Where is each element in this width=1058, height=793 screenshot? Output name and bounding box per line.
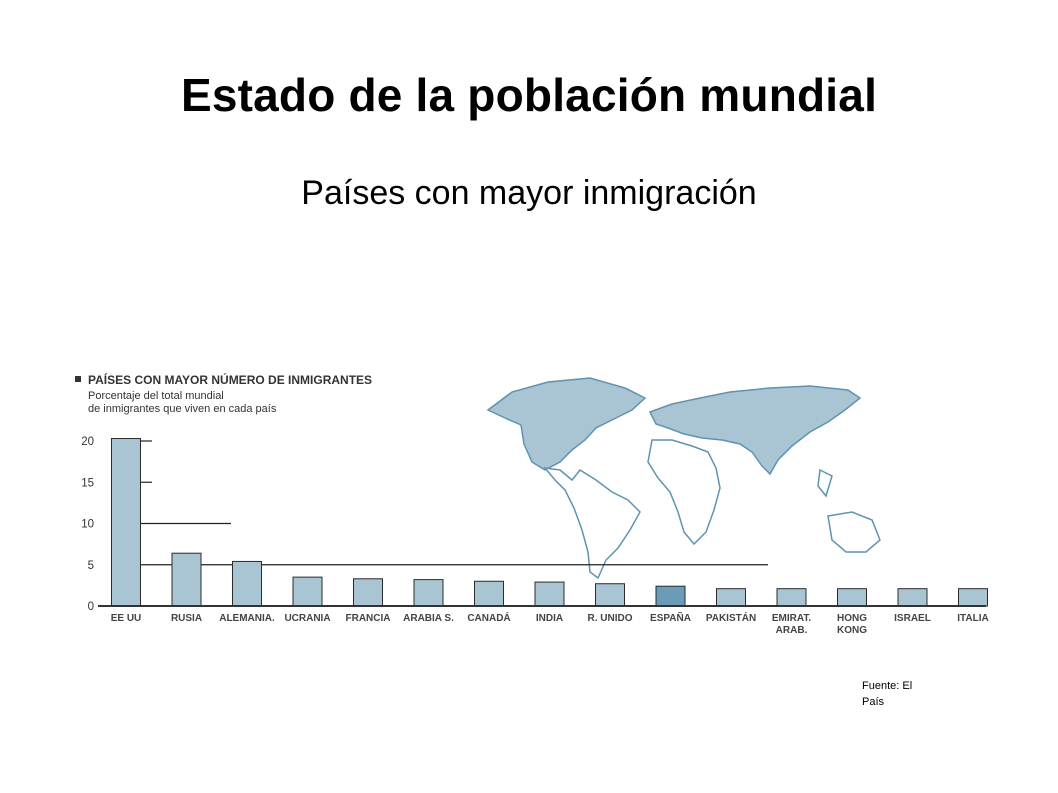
bar: [837, 588, 867, 607]
x-tick-label: UCRANIA: [284, 613, 330, 624]
world-map: [486, 377, 881, 580]
y-tick-label: 5: [88, 560, 94, 572]
x-tick-label: ALEMANIA.: [219, 613, 275, 624]
bar: [111, 438, 141, 607]
x-tick-label: FRANCIA: [346, 613, 391, 624]
x-tick-label: RUSIA: [171, 613, 202, 624]
x-tick-label: R. UNIDO: [588, 613, 633, 624]
x-tick-label: KONG: [837, 625, 867, 636]
source-note: Fuente: El País: [862, 680, 913, 708]
bar: [413, 579, 444, 607]
y-tick-label: 15: [81, 477, 94, 489]
x-tick-label: HONG: [837, 613, 867, 624]
bar: [897, 588, 928, 607]
y-tick-label: 10: [81, 519, 94, 531]
x-tick-label: ISRAEL: [894, 613, 931, 624]
bar: [232, 560, 262, 607]
bar: [595, 583, 625, 607]
x-tick-label: CANADÁ: [467, 611, 510, 624]
bar: [655, 585, 686, 607]
bar: [716, 588, 746, 607]
x-tick-label: EE UU: [111, 613, 142, 624]
y-tick-label: 0: [88, 601, 94, 613]
x-axis-labels: EE UU RUSIA ALEMANIA. UCRANIA FRANCIA ARABIA …: [111, 611, 989, 636]
bar: [534, 581, 565, 607]
chart-title: PAÍSES CON MAYOR NÚMERO DE INMIGRANTES: [88, 372, 372, 387]
bar: [353, 578, 383, 607]
x-tick-label: INDIA: [536, 613, 563, 624]
bar: [776, 588, 807, 607]
slide-subtitle: Países con mayor inmigración: [301, 174, 757, 212]
bar: [171, 552, 202, 607]
bar: [958, 588, 988, 607]
x-tick-label: ITALIA: [957, 613, 988, 624]
bar: [474, 580, 504, 607]
slide-title: Estado de la población mundial: [180, 69, 878, 121]
y-tick-label: 20: [81, 436, 94, 448]
x-tick-label: PAKISTÁN: [706, 611, 756, 624]
x-tick-label: EMIRAT.: [772, 613, 811, 624]
x-tick-label: ARAB.: [776, 625, 808, 636]
x-tick-label: ARABIA S.: [403, 613, 454, 624]
bar: [292, 576, 323, 607]
chart-subtitle-line-1: Porcentaje del total mundial: [88, 390, 224, 402]
x-tick-label: ESPAÑA: [650, 611, 691, 624]
chart-subtitle-line-2: de inmigrantes que viven en cada país: [88, 403, 277, 415]
chart-title-marker: [75, 376, 81, 382]
bars: [111, 438, 988, 607]
